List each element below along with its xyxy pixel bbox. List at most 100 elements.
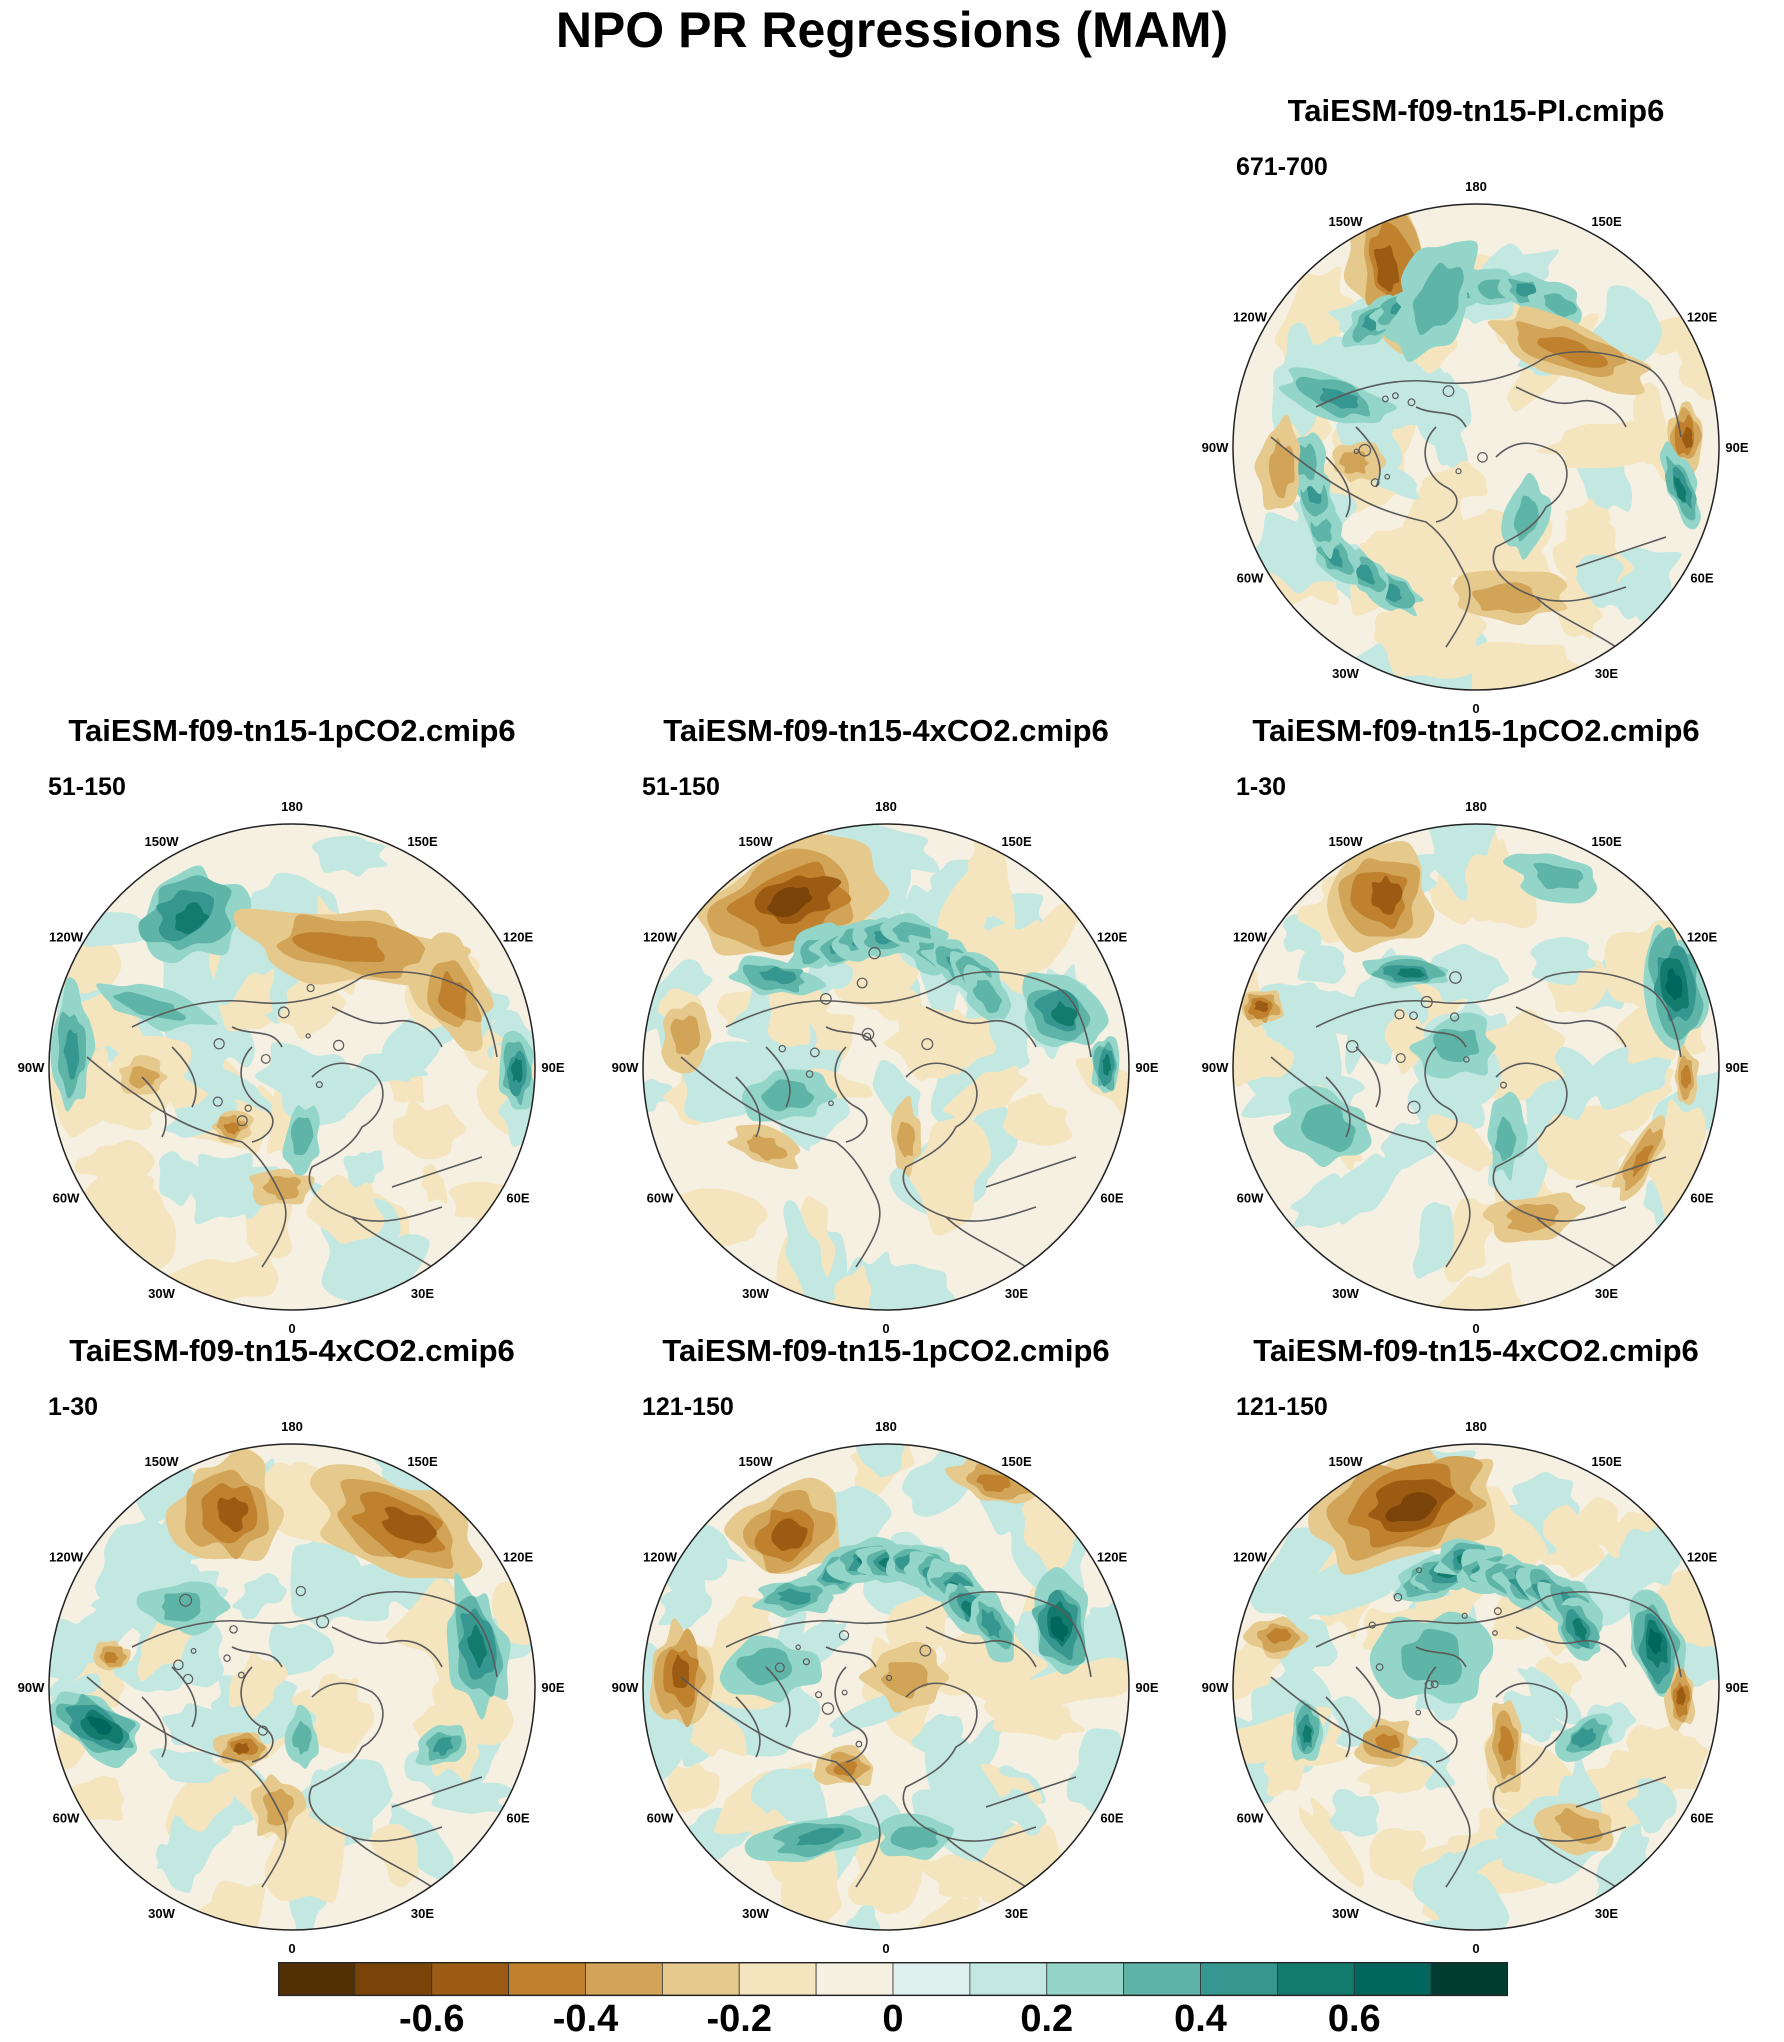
longitude-tick-label: 60E [1100, 1811, 1123, 1826]
precip-regression-field [49, 1444, 535, 1930]
coastline [1315, 351, 1682, 438]
longitude-tick-label: 90E [541, 1680, 564, 1695]
coastline [351, 1156, 483, 1268]
coastline [1515, 386, 1627, 428]
coastline [308, 1682, 443, 1842]
colorbar-swatch [278, 1962, 356, 1996]
panel-title: TaiESM-f09-tn15-4xCO2.cmip6 [69, 1333, 515, 1368]
longitude-tick-label: 90E [1725, 1680, 1748, 1695]
polar-map: 180 150E 120E 90E 60E 30E 0 30W 60W 90W 120W 150W [612, 1419, 1159, 1956]
longitude-tick-label: 150E [1001, 1454, 1032, 1469]
map-panel: TaiESM-f09-tn15-1pCO2.cmip6 121-150 180 1… [596, 1325, 1176, 1956]
map-panel: TaiESM-f09-tn15-PI.cmip6 671-700 180 150E… [1186, 85, 1766, 716]
longitude-tick-label: 150E [1001, 834, 1032, 849]
longitude-tick-label: 30E [1005, 1906, 1028, 1921]
panel-years: 121-150 [1236, 1393, 1328, 1421]
colorbar-tick-label: -0.4 [552, 1998, 619, 2040]
longitude-tick-label: 150E [1591, 1454, 1622, 1469]
longitude-tick-label: 90W [612, 1060, 639, 1075]
colorbar-swatch [661, 1962, 740, 1996]
panel-years: 1-30 [48, 1393, 99, 1421]
coastline [1415, 406, 1467, 523]
precip-regression-field [1233, 1444, 1719, 1930]
longitude-tick-label: 150W [145, 1454, 180, 1469]
longitude-tick-label: 30E [1595, 1286, 1618, 1301]
longitude-tick-label: 90W [18, 1060, 45, 1075]
coastline [1270, 1056, 1471, 1268]
colorbar-swatch [1200, 1962, 1278, 1996]
map-panel: TaiESM-f09-tn15-4xCO2.cmip6 121-150 180 1… [1186, 1325, 1766, 1956]
coastline [735, 1666, 791, 1758]
coastline [1492, 1062, 1627, 1222]
longitude-tick-label: 150E [407, 1454, 438, 1469]
colorbar-tick-label: 0.6 [1327, 1998, 1381, 2040]
longitude-tick-label: 90W [18, 1680, 45, 1695]
longitude-tick-label: 150E [407, 834, 438, 849]
precip-regression-field [643, 824, 1129, 1310]
longitude-tick-label: 90E [1725, 440, 1748, 455]
colorbar: -0.6 -0.4 -0.2 0 0.2 0.4 0.6 [278, 1962, 1508, 2040]
coastline [131, 1591, 498, 1678]
panel-years: 51-150 [48, 773, 126, 801]
polar-map: 180 150E 120E 90E 60E 30E 0 30W 60W 90W 120W 150W [18, 1419, 565, 1956]
longitude-tick-label: 120W [643, 930, 678, 945]
longitude-tick-label: 0 [882, 1941, 889, 1956]
longitude-tick-label: 30E [411, 1286, 434, 1301]
longitude-tick-label: 150W [739, 1454, 774, 1469]
coastline [331, 1006, 443, 1048]
longitude-tick-label: 120E [503, 1550, 534, 1565]
coastline [1270, 1676, 1471, 1888]
longitude-tick-label: 120E [1097, 930, 1128, 945]
longitude-tick-label: 30W [742, 1906, 769, 1921]
colorbar-swatch [738, 1962, 817, 1996]
panel-years: 671-700 [1236, 153, 1328, 181]
coastline [902, 1062, 1037, 1222]
longitude-tick-label: 120E [1097, 1550, 1128, 1565]
panel-title: TaiESM-f09-tn15-4xCO2.cmip6 [663, 713, 1109, 748]
longitude-tick-label: 0 [882, 1321, 889, 1336]
colorbar-swatch [354, 1962, 433, 1996]
coastline [725, 971, 1092, 1058]
coastline [680, 1056, 881, 1268]
longitude-tick-label: 90E [541, 1060, 564, 1075]
coastline [1535, 536, 1667, 648]
coastline [351, 1776, 483, 1888]
colorbar-swatch [1430, 1962, 1508, 1996]
precip-regression-field [49, 824, 535, 1310]
longitude-tick-label: 120W [1233, 310, 1268, 325]
longitude-tick-label: 30W [148, 1286, 175, 1301]
colorbar-tick-label: -0.6 [399, 1998, 465, 2040]
longitude-tick-label: 180 [875, 1419, 897, 1434]
longitude-tick-label: 120W [1233, 930, 1268, 945]
longitude-tick-label: 60W [1237, 571, 1264, 586]
longitude-tick-label: 60W [647, 1811, 674, 1826]
longitude-tick-label: 90E [1135, 1060, 1158, 1075]
colorbar-swatches [278, 1962, 1508, 1997]
longitude-tick-label: 0 [1472, 701, 1479, 716]
colorbar-swatch [1123, 1962, 1201, 1996]
longitude-tick-label: 0 [1472, 1321, 1479, 1336]
longitude-tick-label: 90E [1725, 1060, 1748, 1075]
colorbar-tick-label: 0 [882, 1998, 904, 2040]
longitude-tick-label: 150W [739, 834, 774, 849]
longitude-tick-label: 30E [411, 1906, 434, 1921]
coastline [1315, 971, 1682, 1058]
coastline [680, 1676, 881, 1888]
longitude-tick-label: 60W [53, 1191, 80, 1206]
longitude-tick-label: 60E [506, 1811, 529, 1826]
colorbar-labels: -0.6 -0.4 -0.2 0 0.2 0.4 0.6 [278, 1998, 1508, 2040]
longitude-tick-label: 90W [1202, 1680, 1229, 1695]
coastline [1315, 1591, 1682, 1678]
map-panel: TaiESM-f09-tn15-1pCO2.cmip6 51-150 180 15… [2, 705, 582, 1336]
coastline [231, 1026, 283, 1143]
coastline [825, 1026, 877, 1143]
longitude-tick-label: 150W [1329, 214, 1364, 229]
panel-title: TaiESM-f09-tn15-4xCO2.cmip6 [1253, 1333, 1699, 1368]
panel-title: TaiESM-f09-tn15-PI.cmip6 [1287, 93, 1665, 128]
longitude-tick-label: 60W [647, 1191, 674, 1206]
longitude-tick-label: 0 [288, 1941, 295, 1956]
longitude-tick-label: 150E [1591, 214, 1622, 229]
longitude-tick-label: 60E [1100, 1191, 1123, 1206]
longitude-tick-label: 60E [1690, 571, 1713, 586]
panel-years: 121-150 [642, 1393, 734, 1421]
